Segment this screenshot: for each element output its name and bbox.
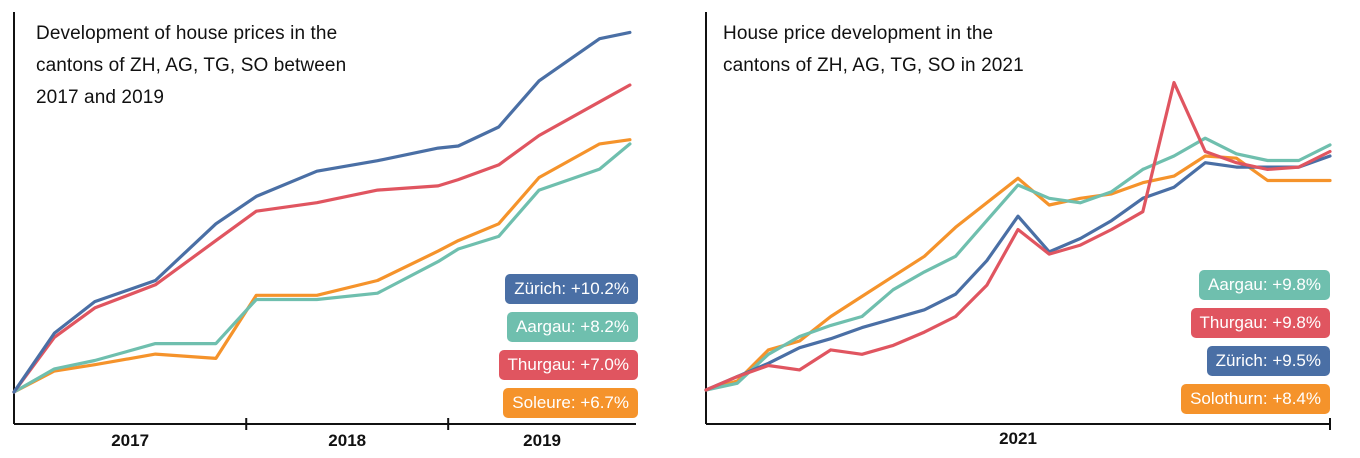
series-line-aargau <box>704 136 1332 392</box>
series-line-zurich <box>704 154 1332 392</box>
legend-badge-aargau: Aargau: +8.2% <box>507 312 638 342</box>
chart-left-legend: Zürich: +10.2% Aargau: +8.2% Thurgau: +7… <box>498 274 638 418</box>
x-tick-label: 2017 <box>111 431 149 450</box>
series-line-solothurn <box>12 138 632 394</box>
chart-right-title: House price development in the cantons o… <box>723 23 1024 76</box>
legend-badge-zurich: Zürich: +10.2% <box>505 274 638 304</box>
legend-badge-solothurn: Soleure: +6.7% <box>503 388 638 418</box>
chart-right-svg: 2021 <box>704 12 1332 448</box>
legend-badge-zurich: Zürich: +9.5% <box>1206 346 1330 376</box>
chart-right-legend: Aargau: +9.8% Thurgau: +9.8% Zürich: +9.… <box>1181 270 1330 414</box>
series-line-zurich <box>12 30 632 394</box>
x-tick-label: 2018 <box>328 431 366 450</box>
chart-right: 2021 House price development in the cant… <box>690 0 1360 458</box>
chart-left-title: Development of house prices in the canto… <box>36 23 347 108</box>
legend-badge-thurgau: Thurgau: +9.8% <box>1190 308 1330 338</box>
series-line-thurgau <box>12 83 632 394</box>
series-line-aargau <box>12 142 632 394</box>
legend-badge-aargau: Aargau: +9.8% <box>1199 270 1330 300</box>
x-tick-label: 2021 <box>999 429 1037 448</box>
legend-badge-thurgau: Thurgau: +7.0% <box>498 350 638 380</box>
chart-left-svg: 2017 2018 2019 <box>12 12 636 450</box>
chart-left: 2017 2018 2019 Development of house prices… <box>0 0 660 458</box>
legend-badge-solothurn: Solothurn: +8.4% <box>1181 384 1330 414</box>
x-tick-label: 2019 <box>523 431 561 450</box>
series-line-thurgau <box>704 80 1332 392</box>
